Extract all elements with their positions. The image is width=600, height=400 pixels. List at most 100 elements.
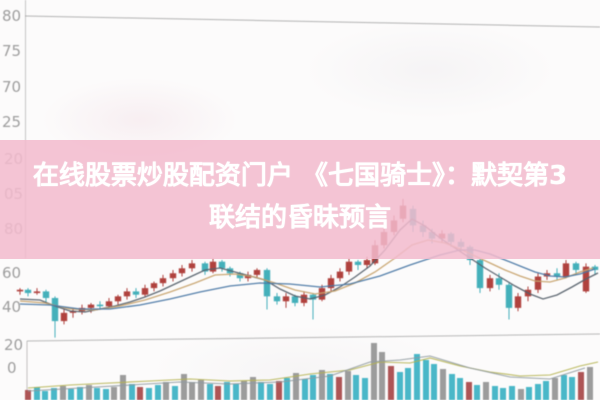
volume-bar xyxy=(137,387,143,400)
candle-body xyxy=(562,263,570,277)
volume-bar xyxy=(327,374,333,400)
candle-body xyxy=(51,298,59,322)
volume-bar xyxy=(319,370,325,400)
vol-line-gray xyxy=(27,355,586,392)
volume-bar xyxy=(336,377,342,400)
candle-body xyxy=(178,268,186,274)
volume-bar xyxy=(293,373,299,400)
gridline xyxy=(26,333,600,342)
volume-bar xyxy=(68,389,74,400)
candle-body xyxy=(60,312,68,322)
candle-body xyxy=(309,294,317,300)
volume-bar xyxy=(103,389,109,400)
candle-body xyxy=(159,278,167,284)
candle-body xyxy=(282,296,290,302)
volume-bar xyxy=(483,382,489,400)
volume-bar xyxy=(414,354,420,400)
volume-bar xyxy=(267,384,273,400)
volume-bar xyxy=(94,388,100,400)
ma-blue xyxy=(19,249,596,310)
volume-bar xyxy=(42,391,48,400)
volume-bar xyxy=(224,382,230,400)
volume-bar xyxy=(474,385,480,400)
price-ma-lines-layer xyxy=(19,218,599,313)
candle-body xyxy=(291,296,299,303)
volume-bar xyxy=(25,390,31,400)
volume-bar xyxy=(34,387,40,400)
axis-tick-label: 25 xyxy=(2,113,21,131)
volume-bar xyxy=(215,386,221,400)
volume-bar xyxy=(284,378,290,400)
candle-body xyxy=(209,261,217,272)
candle-body xyxy=(495,278,503,285)
candle-body xyxy=(236,273,244,279)
volume-bar xyxy=(423,360,429,400)
axis-tick-label: 70 xyxy=(2,78,21,96)
volume-bar xyxy=(155,385,161,400)
volume-bar xyxy=(431,364,437,400)
volume-bar xyxy=(440,369,446,400)
volume-bar xyxy=(362,378,368,400)
candle-body xyxy=(336,271,344,279)
volume-bar xyxy=(543,381,549,400)
volume-bar xyxy=(129,384,135,400)
volume-bar xyxy=(518,389,524,400)
volume-bar xyxy=(120,375,126,400)
candle-body xyxy=(169,273,177,279)
candle-body xyxy=(354,261,362,265)
pink-overlay-band xyxy=(0,140,600,259)
candle-body xyxy=(218,261,226,269)
candle-body xyxy=(476,260,484,289)
volume-bar xyxy=(569,377,575,400)
candle-body xyxy=(572,263,580,270)
volume-bar xyxy=(509,386,515,400)
volume-bar xyxy=(250,377,256,400)
volume-bar xyxy=(578,372,584,400)
gridline xyxy=(24,15,600,28)
volume-bar xyxy=(86,385,92,400)
volume-bar xyxy=(587,367,593,400)
volume-bar xyxy=(492,386,498,400)
candle-body xyxy=(123,291,131,297)
candle-body xyxy=(16,289,24,292)
volume-bar xyxy=(397,372,403,400)
volume-bar xyxy=(51,388,57,400)
volume-bar xyxy=(379,352,385,400)
candle-body xyxy=(273,296,281,302)
volume-bar xyxy=(457,378,463,400)
volume-bars-layer xyxy=(25,343,593,400)
candle-body xyxy=(105,301,113,307)
volume-bar xyxy=(302,379,308,400)
volume-ma-lines-layer xyxy=(27,355,599,392)
volume-bar xyxy=(535,384,541,400)
candle-body xyxy=(42,291,50,298)
volume-bar xyxy=(276,381,282,400)
candle-body xyxy=(505,284,513,308)
volume-bar xyxy=(77,387,83,400)
volume-bar xyxy=(552,378,558,400)
candle-body xyxy=(87,304,95,308)
candle-body xyxy=(553,273,561,277)
axis-tick-label: 75 xyxy=(2,42,21,60)
candle-body xyxy=(591,266,599,270)
volume-bar xyxy=(163,382,169,400)
candle-body xyxy=(188,263,196,269)
volume-bar xyxy=(449,374,455,400)
candle-body xyxy=(345,261,353,272)
volume-bar xyxy=(405,368,411,400)
candle-body xyxy=(300,294,308,303)
volume-bar xyxy=(258,382,264,400)
volume-bar xyxy=(146,388,152,400)
candle-body xyxy=(114,296,122,302)
candle-body xyxy=(69,311,77,313)
volume-bar xyxy=(310,375,316,400)
volume-bar xyxy=(345,371,351,400)
volume-bar xyxy=(172,386,178,400)
candle-body xyxy=(132,291,140,295)
vol-line-olive xyxy=(27,357,599,389)
candle-body xyxy=(253,269,261,275)
volume-bar xyxy=(233,384,239,400)
volume-bar xyxy=(241,381,247,400)
volume-bar xyxy=(388,366,394,400)
candle-body xyxy=(534,276,542,290)
